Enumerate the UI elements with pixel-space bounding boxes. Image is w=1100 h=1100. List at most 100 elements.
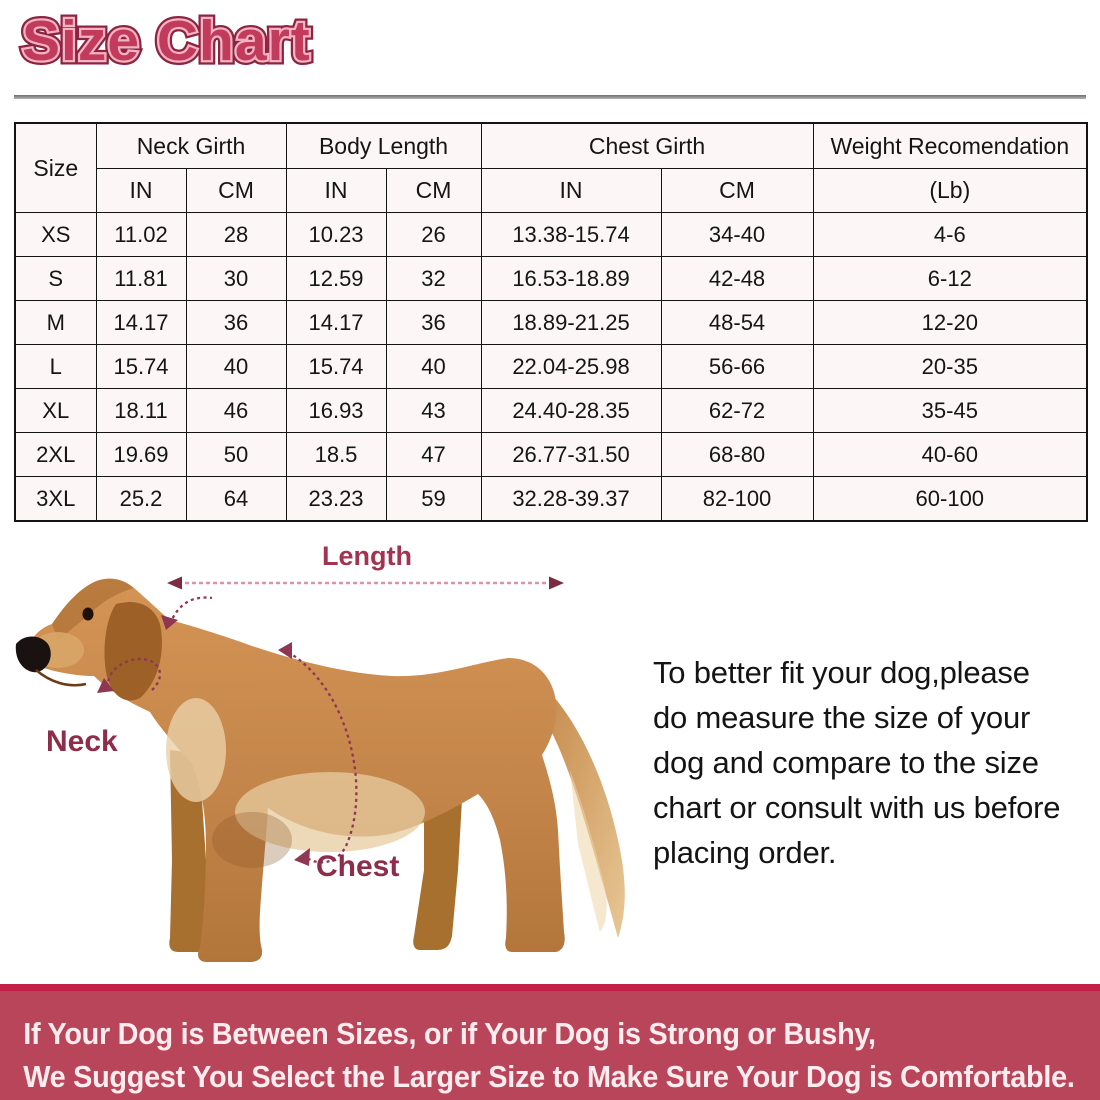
dog-head-shading [52,578,134,640]
cell: 26.77-31.50 [480,432,662,477]
cell: XL [14,388,97,433]
cell: 68-80 [660,432,814,477]
dog-illustration [15,576,625,962]
dog-nose [15,636,51,673]
col-neck-girth: Neck Girth [95,122,287,169]
page-title-outline: Size Chart [18,5,315,78]
col-size: Size [14,122,97,213]
cell: 12.59 [285,256,387,301]
cell: 62-72 [660,388,814,433]
cell: 34-40 [660,212,814,257]
bottom-banner: If Your Dog is Between Sizes, or if Your… [0,984,1100,1100]
cell: 6-12 [812,256,1088,301]
cell: 10.23 [285,212,387,257]
cell: 4-6 [812,212,1088,257]
dog-body [25,578,565,962]
cell: 18.5 [285,432,387,477]
chest-measure-arc [278,642,358,866]
title-divider [14,95,1086,99]
unit-neck-cm: CM [185,168,287,213]
cell: XS [14,212,97,257]
cell: 56-66 [660,344,814,389]
cell: M [14,300,97,345]
table-row: XS 11.02 28 10.23 26 13.38-15.74 34-40 4-6 [14,212,1088,257]
cell: 15.74 [285,344,387,389]
unit-chest-cm: CM [660,168,814,213]
cell: 30 [185,256,287,301]
cell: 2XL [14,432,97,477]
cell: 23.23 [285,476,387,522]
cell: 47 [385,432,482,477]
fit-note-line: dog and compare to the size [653,745,1039,780]
fit-note-line: do measure the size of your [653,700,1031,735]
cell: 35-45 [812,388,1088,433]
dog-belly-highlight [235,772,425,852]
cell: 40-60 [812,432,1088,477]
cell: 28 [185,212,287,257]
cell: 16.93 [285,388,387,433]
cell: 18.89-21.25 [480,300,662,345]
cell: S [14,256,97,301]
cell: 14.17 [285,300,387,345]
cell: 12-20 [812,300,1088,345]
length-arrow [167,576,564,590]
cell: 19.69 [95,432,187,477]
table-row: 2XL 19.69 50 18.5 47 26.77-31.50 68-80 40-60 [14,432,1088,477]
banner-line: We Suggest You Select the Larger Size to… [23,1059,1075,1094]
fit-note: To better fit your dog,please do measure… [653,650,1100,875]
table-header-groups: Size Neck Girth Body Length Chest Girth … [14,122,1088,213]
cell: 16.53-18.89 [480,256,662,301]
cell: L [14,344,97,389]
col-body-length: Body Length [285,122,482,169]
table-row: S 11.81 30 12.59 32 16.53-18.89 42-48 6-12 [14,256,1088,301]
cell: 36 [385,300,482,345]
cell: 14.17 [95,300,187,345]
cell: 13.38-15.74 [480,212,662,257]
cell: 40 [385,344,482,389]
cell: 40 [185,344,287,389]
cell: 50 [185,432,287,477]
cell: 15.74 [95,344,187,389]
page-title-text: Size Chart [22,9,311,73]
banner-line: If Your Dog is Between Sizes, or if Your… [23,1016,876,1051]
cell: 25.2 [95,476,187,522]
cell: 26 [385,212,482,257]
cell: 60-100 [812,476,1088,522]
cell: 3XL [14,476,97,522]
dog-eye [82,607,94,621]
cell: 59 [385,476,482,522]
table-header-units: IN CM IN CM IN CM (Lb) [15,168,1088,213]
cell: 64 [185,476,287,522]
unit-body-cm: CM [385,168,482,213]
table-row: L 15.74 40 15.74 40 22.04-25.98 56-66 20-35 [14,344,1088,389]
table-row: XL 18.11 46 16.93 43 24.40-28.35 62-72 35-45 [14,388,1088,433]
cell: 18.11 [95,388,187,433]
fit-note-line: chart or consult with us before [653,790,1061,825]
dog-ear [104,602,162,701]
cell: 42-48 [660,256,814,301]
dog-tail-highlight [570,770,607,932]
cell: 43 [385,388,482,433]
chest-label: Chest [316,850,400,883]
cell: 24.40-28.35 [480,388,662,433]
banner-text: If Your Dog is Between Sizes, or if Your… [0,991,1075,1098]
length-label: Length [322,541,412,571]
cell: 82-100 [660,476,814,522]
cell: 46 [185,388,287,433]
cell: 11.02 [95,212,187,257]
table-row: M 14.17 36 14.17 36 18.89-21.25 48-54 12-20 [14,300,1088,345]
cell: 32.28-39.37 [480,476,662,522]
neck-label: Neck [46,725,118,758]
page-title-halo: Size Chart [20,7,312,76]
fit-note-line: To better fit your dog,please [653,655,1030,690]
cell: 11.81 [95,256,187,301]
fit-note-line: placing order. [653,835,837,870]
cell: 32 [385,256,482,301]
dog-chest-highlight [166,698,226,802]
col-chest-girth: Chest Girth [480,122,814,169]
size-table: Size Neck Girth Body Length Chest Girth … [14,122,1089,522]
table-row: 3XL 25.2 64 23.23 59 32.28-39.37 82-100 60-100 [14,476,1088,522]
col-weight: Weight Recomendation [812,122,1088,169]
cell: 36 [185,300,287,345]
